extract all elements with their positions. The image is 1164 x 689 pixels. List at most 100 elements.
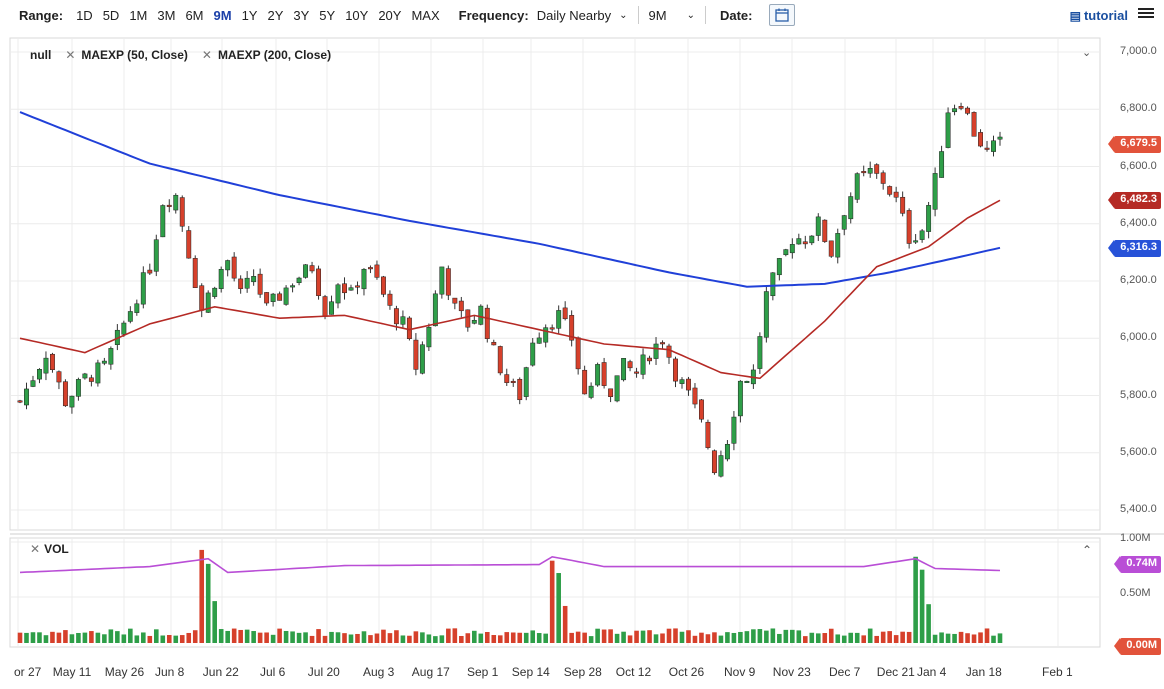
study-ema200-label[interactable]: MAEXP (200, Close) — [217, 48, 332, 62]
chevron-up-icon[interactable]: ⌃ — [1082, 543, 1093, 557]
range-button-5d[interactable]: 5D — [102, 7, 120, 23]
candle-down — [186, 230, 192, 259]
range-button-max[interactable]: MAX — [411, 7, 440, 23]
range-button-5y[interactable]: 5Y — [319, 7, 336, 23]
candle-up — [95, 362, 101, 384]
volume-bar — [179, 635, 185, 643]
remove-study-icon[interactable]: ✕ — [65, 48, 76, 62]
frequency-dropdown[interactable]: Daily Nearby ⌄ — [537, 8, 628, 23]
candle-up — [789, 244, 795, 254]
volume-bar — [192, 630, 198, 643]
ema50-line — [19, 199, 1001, 380]
candle-up — [205, 292, 211, 313]
candle-up — [121, 322, 127, 335]
remove-volume-icon[interactable]: ✕ — [30, 542, 41, 556]
range-button-20y[interactable]: 20Y — [378, 7, 402, 23]
range-button-9m[interactable]: 9M — [213, 7, 232, 23]
volume-bar — [37, 632, 42, 643]
candle-up — [101, 360, 107, 364]
candle-down — [387, 293, 393, 306]
volume-bar — [841, 635, 847, 643]
range-button-1m[interactable]: 1M — [129, 7, 148, 23]
volume-bar — [997, 633, 1003, 643]
candle-down — [965, 107, 970, 114]
volume-bar — [24, 632, 29, 643]
candle-up — [361, 268, 367, 290]
volume-bar — [355, 633, 360, 643]
range-button-3y[interactable]: 3Y — [293, 7, 310, 23]
collapse-chevron-icon[interactable]: ⌄ — [1082, 47, 1092, 59]
candle-down — [179, 197, 185, 227]
candle-down — [50, 353, 55, 370]
candle-up — [69, 395, 75, 408]
volume-bar — [381, 629, 386, 643]
candle-up — [24, 388, 29, 406]
candle-down — [238, 278, 244, 289]
candle-up — [913, 240, 919, 243]
time-axis-label: Jan 4 — [917, 665, 947, 679]
candle-down — [166, 204, 172, 207]
price-axis-label: 6,400.0 — [1120, 216, 1157, 229]
candle-down — [62, 381, 68, 407]
range-button-2y[interactable]: 2Y — [267, 7, 284, 23]
candle-down — [56, 371, 62, 383]
candle-down — [971, 112, 977, 137]
volume-bar — [446, 628, 451, 643]
volume-bar — [828, 628, 834, 643]
candle-down — [17, 400, 23, 403]
candle-up — [75, 379, 81, 397]
range-button-10y[interactable]: 10Y — [345, 7, 369, 23]
volume-bar — [43, 635, 49, 643]
candle-down — [497, 346, 503, 374]
candle-up — [523, 367, 529, 397]
calendar-button[interactable] — [768, 4, 795, 26]
period-dropdown[interactable]: 9M ⌄ — [649, 8, 695, 23]
candle-up — [251, 276, 257, 283]
candle-down — [484, 307, 490, 339]
candle-up — [809, 235, 815, 244]
volume-bar — [257, 632, 263, 643]
time-axis-label: Jul 20 — [307, 665, 340, 679]
volume-bar — [63, 630, 68, 643]
time-axis-label: Jan 18 — [965, 665, 1002, 679]
volume-bar — [744, 631, 750, 643]
candle-up — [653, 343, 659, 359]
candle-down — [322, 296, 328, 317]
frequency-value: Daily Nearby — [536, 7, 612, 23]
range-button-1y[interactable]: 1Y — [241, 7, 258, 23]
time-axis-label: Sep 14 — [511, 665, 550, 679]
candle-down — [887, 186, 893, 195]
volume-label: VOL — [44, 542, 69, 556]
tutorial-link[interactable]: ▤ tutorial — [1070, 8, 1128, 23]
candle-up — [841, 215, 847, 230]
candle-down — [277, 293, 283, 301]
candle-up — [173, 194, 179, 211]
candle-down — [958, 106, 964, 109]
time-axis-label: Sep 28 — [563, 665, 602, 679]
volume-bar — [893, 635, 899, 643]
remove-study-icon[interactable]: ✕ — [201, 48, 212, 62]
candle-up — [471, 319, 477, 324]
ema200-price-tag: 6,316.3 — [1108, 240, 1161, 257]
candle-up — [218, 269, 224, 289]
range-button-6m[interactable]: 6M — [185, 7, 204, 23]
volume-bar — [848, 632, 854, 643]
volume-bar — [543, 633, 548, 643]
volume-bar — [790, 629, 795, 643]
candle-down — [634, 371, 640, 374]
volume-bar — [141, 632, 146, 643]
hamburger-menu-icon[interactable] — [1138, 6, 1154, 22]
candle-down — [666, 345, 672, 358]
date-label: Date: — [719, 7, 753, 23]
study-ema50-label[interactable]: MAEXP (50, Close) — [81, 48, 188, 62]
time-axis-label: Oct 26 — [668, 665, 705, 679]
range-button-1d[interactable]: 1D — [76, 7, 93, 23]
volume-bar — [621, 631, 626, 643]
candle-down — [692, 387, 698, 405]
volume-bar — [147, 635, 153, 643]
candle-down — [88, 377, 94, 382]
price-axis-label: 5,800.0 — [1120, 388, 1157, 401]
range-button-3m[interactable]: 3M — [157, 7, 176, 23]
volume-bar — [199, 549, 205, 643]
